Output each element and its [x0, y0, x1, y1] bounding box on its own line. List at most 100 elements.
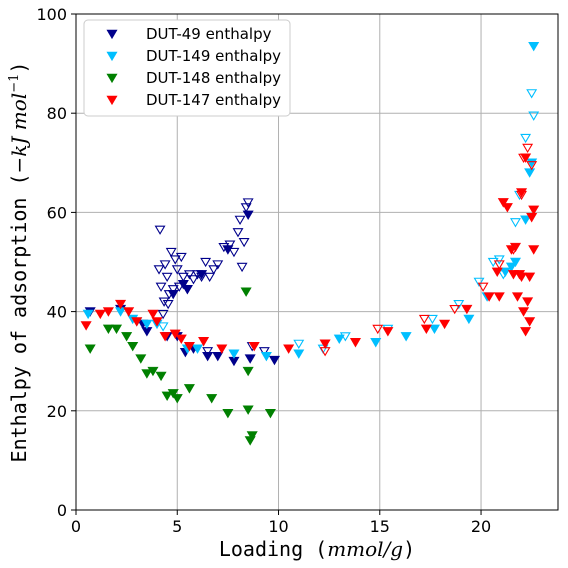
- dut-147-enthalpy-open-point: [477, 282, 489, 292]
- dut-149-enthalpy-point: [293, 349, 305, 359]
- dut-49-enthalpy-open-point: [155, 282, 167, 292]
- dut-149-enthalpy-point: [520, 215, 532, 225]
- dut-149-enthalpy-point: [528, 41, 540, 52]
- dut-49-enthalpy-open-point: [163, 290, 175, 300]
- dut-49-enthalpy-open-point: [242, 198, 254, 208]
- plot-frame: [75, 13, 559, 511]
- legend: DUT-49 enthalpy DUT-149 enthalpy DUT-148 e…: [83, 19, 291, 117]
- dut-49-enthalpy-open-point: [238, 238, 250, 248]
- dut-148-enthalpy-point: [242, 405, 254, 415]
- x-tick-label: 5: [172, 517, 182, 536]
- dut-147-enthalpy-point: [528, 245, 540, 255]
- dut-147-enthalpy-point: [131, 317, 143, 327]
- dut-148-enthalpy-point: [141, 369, 153, 379]
- dut-49-enthalpy-point: [212, 351, 224, 362]
- dut-148-enthalpy-point: [121, 332, 133, 342]
- dut-49-enthalpy-open-point: [181, 285, 193, 295]
- dut-149-enthalpy-point: [370, 338, 382, 348]
- dut-49-enthalpy-open-point: [236, 262, 248, 273]
- dut-148-enthalpy-point: [135, 354, 147, 364]
- dut-49-enthalpy-legend-label: DUT-49 enthalpy: [146, 25, 272, 43]
- y-tick-label: 40: [47, 303, 67, 322]
- dut-147-enthalpy-point: [522, 297, 534, 307]
- dut-49-enthalpy-open-point: [202, 347, 214, 357]
- dut-148-enthalpy-point: [102, 324, 114, 335]
- dut-49-enthalpy-open-point: [200, 257, 212, 268]
- dut-147-enthalpy-point: [349, 338, 362, 348]
- dut-147-enthalpy-point: [115, 299, 127, 310]
- dut-49-enthalpy-open-point: [153, 265, 165, 275]
- dut-49-enthalpy-open-point: [232, 228, 244, 238]
- x-tick-label: 10: [268, 517, 288, 536]
- dut-148-enthalpy-point: [161, 391, 173, 402]
- dut-148-enthalpy-point: [240, 287, 252, 297]
- dut-49-enthalpy-point: [244, 354, 256, 364]
- dut-147-enthalpy-point: [283, 344, 295, 354]
- dut-49-enthalpy-open-point: [158, 297, 170, 307]
- dut-147-enthalpy-point: [524, 317, 536, 327]
- dut-149-enthalpy-open-point: [493, 255, 505, 265]
- y-tick-label: 0: [57, 501, 67, 520]
- dut-147-enthalpy-point: [528, 205, 540, 216]
- dut-148-enthalpy-point: [127, 342, 139, 352]
- dut-147-enthalpy-point: [151, 317, 163, 327]
- dut-49-enthalpy-legend-marker: [106, 29, 118, 40]
- dut-147-enthalpy-point: [511, 292, 524, 302]
- dut-147-enthalpy-point: [518, 307, 530, 317]
- dut-147-enthalpy-open-point: [526, 161, 538, 171]
- dut-49-enthalpy-open-point: [234, 215, 246, 225]
- dut-147-enthalpy-point: [248, 342, 260, 352]
- y-tick-label: 20: [47, 402, 67, 421]
- dut-149-enthalpy-open-point: [473, 277, 485, 287]
- axis-ticks: 0 5 10 15 20 0 20 40 60 80 100: [36, 5, 491, 536]
- dut-149-enthalpy-open-point: [497, 270, 509, 280]
- dut-49-enthalpy-open-point: [169, 255, 181, 265]
- dut-49-enthalpy-open-point: [228, 247, 240, 258]
- dut-149-enthalpy-open-point: [510, 218, 521, 228]
- dut-147-enthalpy-point: [501, 203, 513, 213]
- legend-box: [83, 19, 291, 117]
- dut-49-enthalpy-open-point: [196, 272, 208, 283]
- dut-147-enthalpy-point: [169, 329, 181, 340]
- dut-147-enthalpy-open-point: [418, 314, 430, 325]
- dut-147-enthalpy-point: [102, 307, 114, 317]
- dut-148-enthalpy-point: [147, 366, 159, 377]
- dut-149-enthalpy-point: [428, 324, 440, 335]
- dut-147-enthalpy-legend-marker: [106, 95, 118, 106]
- dut-149-enthalpy-open-point: [520, 133, 532, 144]
- dut-147-enthalpy-point: [526, 213, 538, 223]
- dut-147-enthalpy-point: [509, 242, 521, 253]
- dut-149-enthalpy-legend-marker: [106, 51, 118, 62]
- dut-147-enthalpy-open-point: [507, 245, 519, 255]
- x-axis-label: Loading (mmol/g): [219, 537, 415, 561]
- dut-149-enthalpy-legend-label: DUT-149 enthalpy: [146, 47, 281, 65]
- dut-147-enthalpy-open-point: [493, 260, 505, 270]
- dut-149-enthalpy-point: [526, 158, 538, 168]
- dut-149-enthalpy-point: [524, 168, 536, 178]
- y-tick-label: 100: [36, 5, 67, 24]
- dut-147-enthalpy-point: [497, 198, 509, 208]
- dut-148-enthalpy-point: [167, 389, 179, 399]
- dut-149-enthalpy-open-point: [339, 332, 351, 342]
- dut-149-enthalpy-point: [260, 351, 272, 362]
- dut-49-enthalpy-open-point: [258, 347, 270, 357]
- dut-49-enthalpy-open-point: [204, 272, 216, 283]
- dut-49-enthalpy-open-point: [183, 270, 195, 280]
- data-points: [80, 41, 540, 446]
- dut-149-enthalpy-point: [191, 344, 204, 354]
- dut-147-enthalpy-point: [319, 339, 331, 349]
- dut-149-enthalpy-point: [509, 257, 521, 268]
- dut-148-enthalpy-point: [242, 366, 254, 377]
- dut-147-enthalpy-point: [516, 188, 528, 198]
- dut-49-enthalpy-open-point: [218, 242, 230, 253]
- dut-148-enthalpy-legend-marker: [106, 73, 118, 84]
- dut-148-enthalpy-point: [222, 408, 234, 419]
- dut-147-enthalpy-point: [491, 267, 503, 278]
- dut-149-enthalpy-point: [228, 349, 240, 359]
- dut-148-enthalpy-point: [206, 394, 218, 404]
- dut-147-enthalpy-point: [483, 292, 495, 302]
- dut-147-enthalpy-point: [520, 327, 532, 337]
- dut-149-enthalpy-open-point: [526, 89, 538, 99]
- dut-149-enthalpy-point: [400, 332, 412, 342]
- dut-149-enthalpy-point: [141, 319, 153, 330]
